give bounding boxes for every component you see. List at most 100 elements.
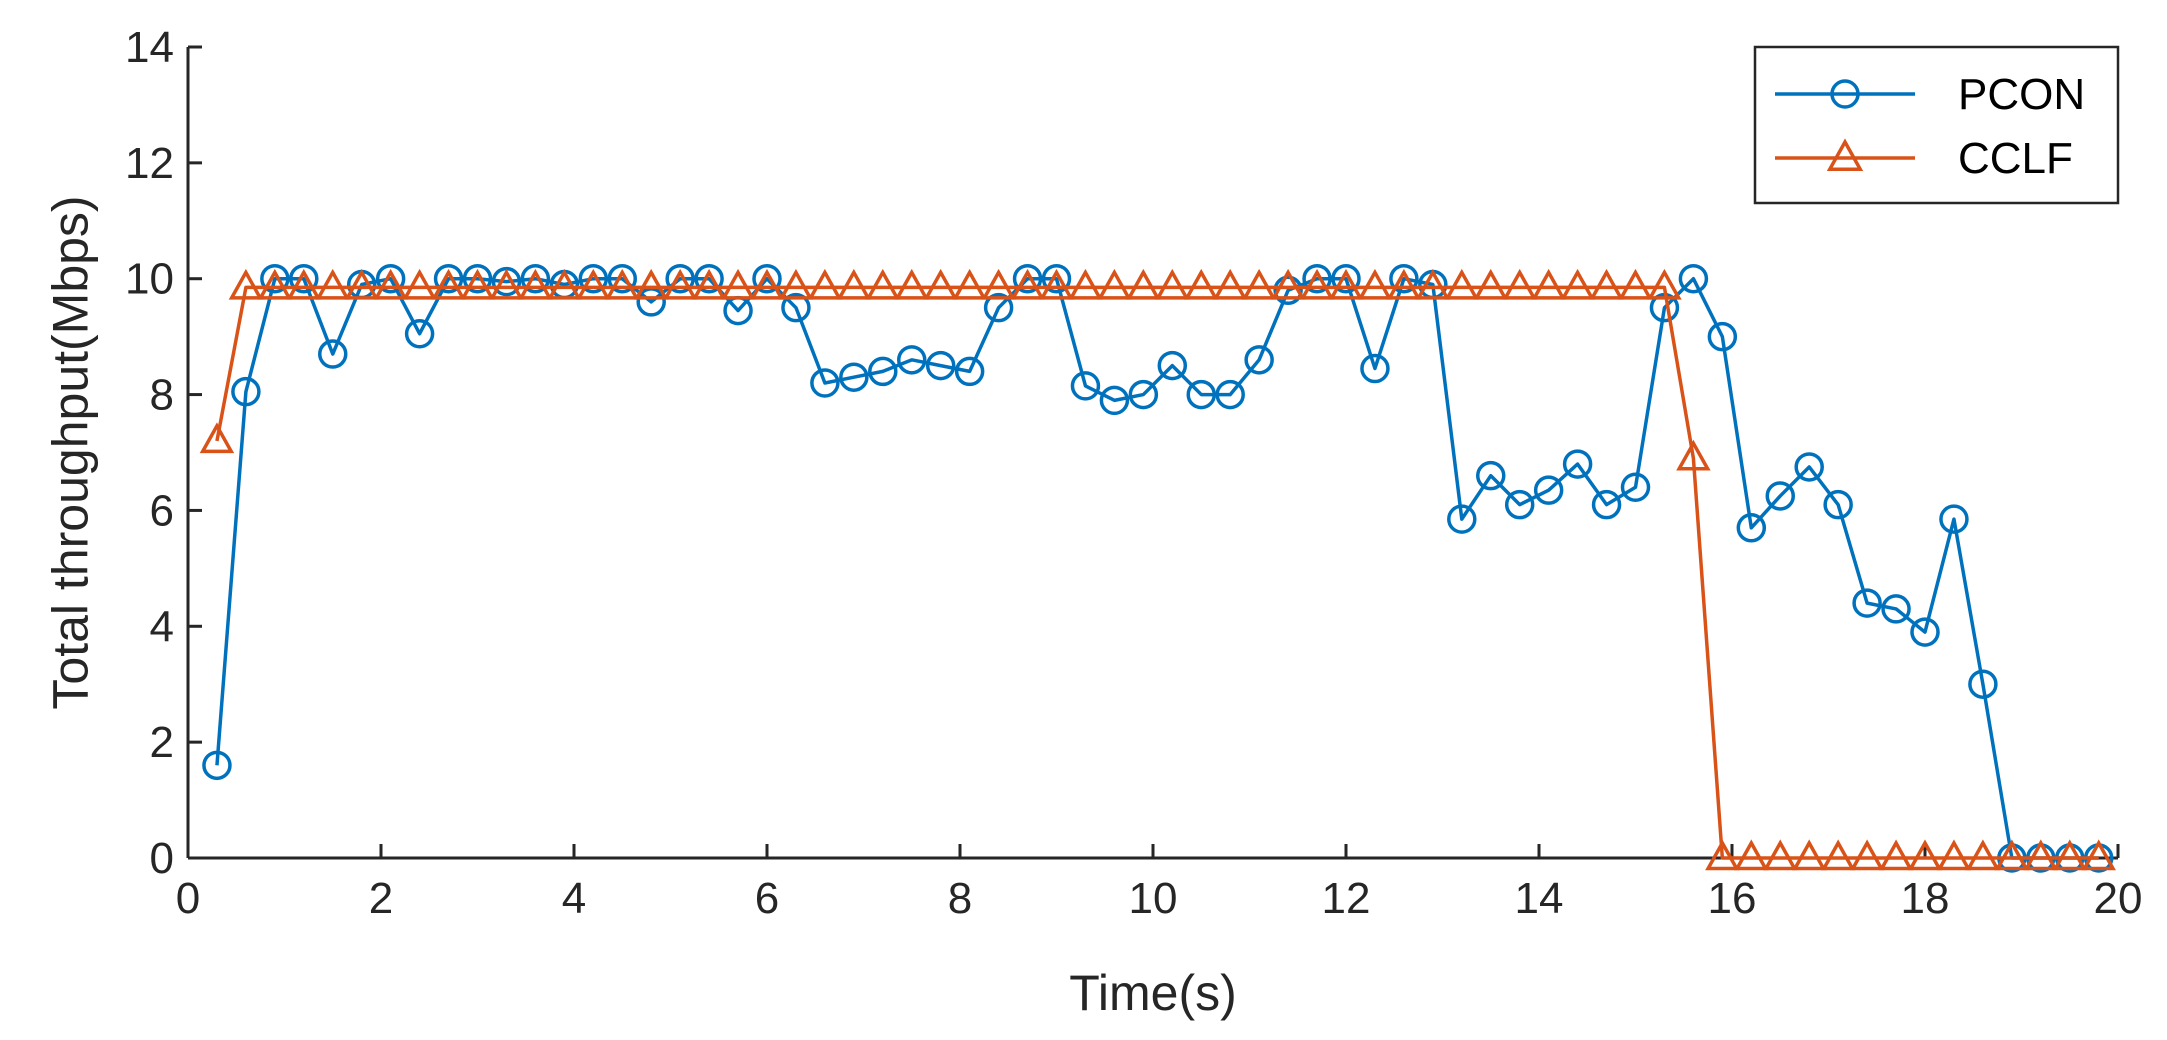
point-cclf bbox=[1705, 839, 1740, 871]
series-line-cclf bbox=[215, 285, 2099, 860]
point-pcon bbox=[1533, 475, 1564, 505]
point-cclf bbox=[1097, 268, 1132, 300]
point-pcon bbox=[578, 263, 609, 294]
point-cclf bbox=[778, 268, 814, 300]
x-tick-label: 14 bbox=[1515, 874, 1564, 923]
point-pcon bbox=[954, 356, 985, 387]
point-cclf bbox=[2052, 839, 2087, 871]
point-pcon bbox=[1041, 263, 1072, 294]
point-cclf bbox=[257, 268, 293, 300]
point-pcon bbox=[1678, 263, 1709, 294]
point-pcon bbox=[897, 345, 927, 375]
point-cclf bbox=[373, 268, 408, 300]
point-pcon bbox=[1620, 472, 1651, 503]
point-cclf bbox=[1936, 839, 1972, 871]
point-pcon bbox=[1823, 489, 1853, 520]
point-pcon bbox=[1157, 350, 1188, 381]
point-pcon bbox=[839, 362, 869, 392]
point-cclf bbox=[1039, 268, 1074, 300]
point-pcon bbox=[231, 376, 261, 407]
point-cclf bbox=[1791, 839, 1827, 871]
x-tick-label: 18 bbox=[1901, 874, 1950, 923]
point-cclf bbox=[1357, 268, 1393, 300]
point-pcon bbox=[1447, 504, 1477, 534]
point-cclf bbox=[576, 268, 611, 300]
point-cclf bbox=[1126, 268, 1161, 300]
point-cclf bbox=[1212, 268, 1248, 300]
point-cclf bbox=[1299, 268, 1335, 300]
point-cclf bbox=[518, 268, 553, 300]
point-cclf bbox=[662, 268, 698, 300]
y-tick-label: 10 bbox=[125, 255, 174, 304]
x-tick-label: 4 bbox=[562, 874, 586, 923]
point-pcon bbox=[868, 356, 898, 387]
point-pcon bbox=[694, 263, 724, 294]
point-cclf bbox=[865, 268, 901, 300]
point-cclf bbox=[1241, 268, 1277, 300]
point-pcon bbox=[375, 263, 406, 294]
y-tick-label: 14 bbox=[125, 23, 174, 72]
point-pcon bbox=[1215, 379, 1245, 410]
point-pcon bbox=[1562, 449, 1593, 479]
point-pcon bbox=[1012, 263, 1043, 294]
point-cclf bbox=[286, 268, 322, 300]
point-pcon bbox=[433, 263, 464, 294]
legend: PCON CCLF bbox=[1753, 45, 2120, 205]
point-pcon bbox=[983, 292, 1014, 323]
y-tick-label: 6 bbox=[150, 486, 174, 535]
point-cclf bbox=[489, 268, 524, 300]
point-pcon bbox=[491, 266, 522, 297]
x-tick-label: 16 bbox=[1708, 874, 1757, 923]
y-axis-title: Total throughput(Mbps) bbox=[43, 195, 99, 709]
point-cclf bbox=[1473, 268, 1508, 300]
point-pcon bbox=[289, 263, 319, 294]
point-cclf bbox=[1849, 839, 1885, 871]
point-cclf bbox=[1676, 439, 1711, 471]
ticks-group: 0 2 4 6 8 10 12 14 16 18 20 0 2 4 6 8 10 12 14 bbox=[125, 23, 2142, 923]
point-pcon bbox=[1968, 669, 1998, 699]
point-cclf bbox=[749, 268, 785, 300]
x-tick-label: 12 bbox=[1322, 874, 1371, 923]
point-cclf bbox=[1502, 268, 1537, 300]
point-cclf bbox=[807, 268, 843, 300]
point-pcon bbox=[260, 263, 290, 294]
point-pcon bbox=[318, 339, 348, 369]
point-pcon bbox=[810, 368, 840, 398]
point-cclf bbox=[1270, 268, 1306, 300]
x-axis-title: Time(s) bbox=[1069, 965, 1237, 1021]
point-pcon bbox=[404, 318, 435, 349]
point-cclf bbox=[1010, 268, 1045, 300]
point-cclf bbox=[1386, 268, 1422, 300]
point-pcon bbox=[1794, 452, 1824, 482]
point-pcon bbox=[1910, 617, 1940, 647]
point-pcon bbox=[1476, 460, 1506, 491]
point-pcon bbox=[462, 263, 493, 294]
point-cclf bbox=[952, 268, 987, 300]
y-tick-label: 2 bbox=[150, 718, 174, 767]
y-tick-label: 4 bbox=[150, 602, 174, 651]
point-pcon bbox=[1707, 321, 1738, 352]
point-cclf bbox=[836, 268, 872, 300]
x-tick-label: 6 bbox=[755, 874, 779, 923]
x-tick-label: 2 bbox=[369, 874, 393, 923]
x-tick-label: 8 bbox=[948, 874, 972, 923]
point-cclf bbox=[2023, 839, 2059, 871]
point-pcon bbox=[1331, 263, 1361, 294]
point-cclf bbox=[547, 268, 582, 300]
point-cclf bbox=[1907, 839, 1943, 871]
point-pcon bbox=[1852, 588, 1882, 618]
point-cclf bbox=[1155, 268, 1190, 300]
point-cclf bbox=[1444, 268, 1480, 300]
point-cclf bbox=[460, 268, 495, 300]
point-cclf bbox=[1647, 268, 1682, 300]
point-cclf bbox=[1820, 839, 1856, 871]
point-cclf bbox=[720, 268, 756, 300]
legend-label-cclf: CCLF bbox=[1958, 134, 2073, 183]
point-cclf bbox=[1184, 268, 1219, 300]
point-pcon bbox=[1128, 379, 1159, 410]
point-cclf bbox=[633, 268, 669, 300]
legend-box bbox=[1753, 45, 2120, 205]
point-pcon bbox=[1070, 371, 1101, 401]
point-pcon bbox=[1591, 489, 1622, 520]
